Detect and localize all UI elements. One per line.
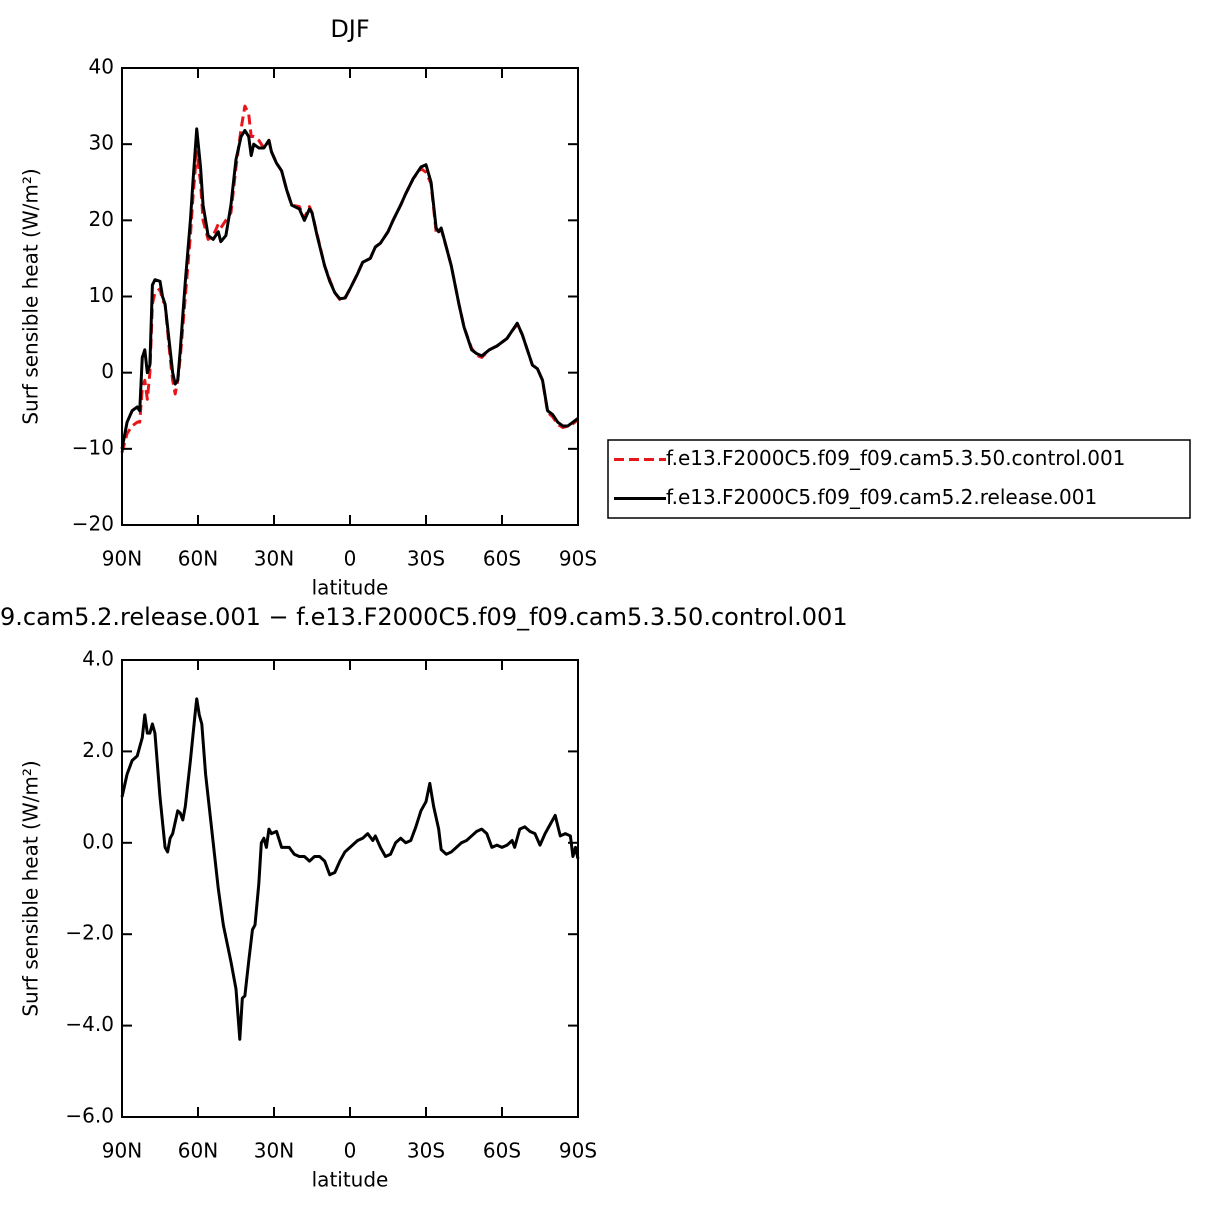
x-tick-label: 60N xyxy=(178,1139,218,1163)
chart-title: 9.cam5.2.release.001 − f.e13.F2000C5.f09… xyxy=(0,603,848,631)
plot-frame xyxy=(121,659,579,1118)
y-tick-label: −10 xyxy=(72,435,114,459)
x-tick-label: 0 xyxy=(344,1139,357,1163)
y-tick-label: −4.0 xyxy=(65,1012,114,1036)
x-tick-label: 90S xyxy=(559,547,597,571)
data-line xyxy=(120,104,579,454)
y-tick-label: 40 xyxy=(89,55,114,79)
chart-title: DJF xyxy=(330,15,369,43)
x-tick-label: 30S xyxy=(407,1139,445,1163)
data-line xyxy=(120,127,579,450)
legend-box xyxy=(607,439,1191,519)
x-tick-label: 90N xyxy=(102,547,142,571)
y-tick-label: −2.0 xyxy=(65,921,114,945)
x-tick-label: 0 xyxy=(344,547,357,571)
x-tick-label: 90N xyxy=(102,1139,142,1163)
plot-frame xyxy=(121,67,579,526)
x-axis-label: latitude xyxy=(312,576,389,600)
x-tick-label: 30S xyxy=(407,547,445,571)
y-tick-label: 30 xyxy=(89,131,114,155)
y-axis-label: Surf sensible heat (W/m²) xyxy=(19,760,43,1016)
y-tick-label: 0 xyxy=(101,359,114,383)
x-tick-label: 30N xyxy=(254,1139,294,1163)
x-axis-label: latitude xyxy=(312,1168,389,1192)
y-tick-label: 4.0 xyxy=(82,647,114,671)
y-tick-label: −6.0 xyxy=(65,1104,114,1128)
y-tick-label: 10 xyxy=(89,283,114,307)
y-tick-label: 2.0 xyxy=(82,738,114,762)
x-tick-label: 30N xyxy=(254,547,294,571)
x-tick-label: 60S xyxy=(483,1139,521,1163)
y-tick-label: 20 xyxy=(89,207,114,231)
legend-label: f.e13.F2000C5.f09_f09.cam5.2.release.001 xyxy=(666,485,1097,509)
x-tick-label: 60N xyxy=(178,547,218,571)
data-line xyxy=(120,697,580,1041)
x-tick-label: 60S xyxy=(483,547,521,571)
legend-label: f.e13.F2000C5.f09_f09.cam5.3.50.control.… xyxy=(666,446,1125,470)
y-tick-label: 0.0 xyxy=(82,829,114,853)
y-axis-label: Surf sensible heat (W/m²) xyxy=(19,168,43,424)
y-tick-label: −20 xyxy=(72,512,114,536)
x-tick-label: 90S xyxy=(559,1139,597,1163)
